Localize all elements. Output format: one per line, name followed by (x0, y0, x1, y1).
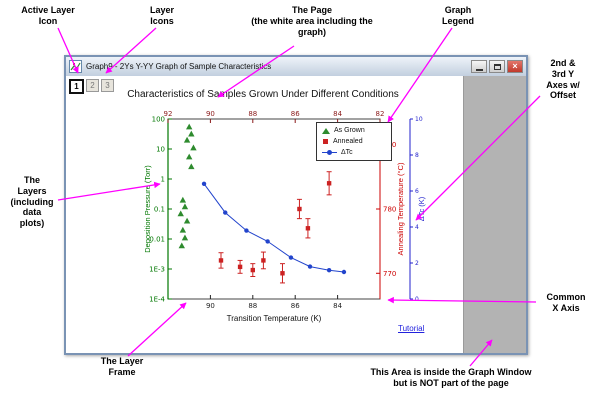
svg-text:1: 1 (161, 176, 165, 184)
second-right-y-axis-title: ΔTc (K) (417, 196, 426, 222)
layer-icons: 1 2 3 (69, 79, 114, 94)
square-marker-icon (323, 139, 328, 144)
minimize-button[interactable] (471, 60, 487, 73)
svg-text:88: 88 (248, 110, 257, 118)
annotation-active-layer-icon: Active Layer Icon (21, 5, 75, 26)
svg-text:2: 2 (415, 260, 419, 267)
svg-text:780: 780 (383, 206, 396, 214)
svg-text:90: 90 (206, 302, 215, 310)
legend-entry: ΔTc (322, 149, 386, 156)
legend-entry: Annealed (322, 138, 386, 145)
window-title: Graph9 - 2Ys Y-YY Graph of Sample Charac… (86, 62, 272, 71)
graph-page-title: Characteristics of Samples Grown Under D… (127, 89, 399, 100)
annotation-the-page: The Page (the white area including the g… (251, 5, 373, 37)
svg-text:10: 10 (415, 116, 423, 123)
annotation-layer-frame: The Layer Frame (100, 356, 144, 377)
maximize-icon (493, 63, 501, 70)
annotation-layer-icons: Layer Icons (149, 5, 175, 26)
left-y-axis-title: Deposition Pressure (Torr) (143, 165, 152, 253)
svg-text:82: 82 (376, 110, 385, 118)
svg-text:1E-3: 1E-3 (149, 266, 165, 274)
annotation-the-layers: The Layers (including data plots) (10, 175, 54, 229)
svg-text:86: 86 (291, 302, 300, 310)
maximize-button[interactable] (489, 60, 505, 73)
close-button[interactable]: × (507, 60, 523, 73)
right-y-axis-title: Annealing Temperature (°C) (396, 162, 405, 256)
legend-label: ΔTc (341, 149, 353, 156)
line-dot-marker-icon (322, 149, 337, 156)
layer-icon-2[interactable]: 2 (86, 79, 99, 92)
svg-text:90: 90 (206, 110, 215, 118)
svg-text:0.01: 0.01 (149, 236, 165, 244)
layer-icon-1[interactable]: 1 (69, 79, 84, 94)
svg-text:0: 0 (415, 296, 419, 303)
svg-text:10: 10 (156, 146, 165, 154)
legend-entry: As Grown (322, 127, 386, 134)
minimize-icon (475, 68, 483, 71)
window-controls: × (471, 60, 523, 73)
svg-text:100: 100 (152, 116, 165, 124)
svg-text:0.1: 0.1 (154, 206, 165, 214)
svg-text:8: 8 (415, 152, 419, 159)
annotation-common-x-axis: Common X Axis (546, 292, 586, 313)
svg-text:4: 4 (415, 224, 419, 231)
legend-label: As Grown (334, 127, 365, 134)
svg-text:84: 84 (333, 110, 342, 118)
graph-window: Graph9 - 2Ys Y-YY Graph of Sample Charac… (64, 55, 528, 355)
graph-window-content: 1 2 3 Characteristics of Samples Grown U… (66, 76, 526, 353)
annotation-outside-page-note: This Area is inside the Graph Window but… (370, 367, 532, 388)
svg-text:84: 84 (333, 302, 342, 310)
annotation-graph-legend: Graph Legend (441, 5, 474, 26)
svg-text:92: 92 (164, 110, 173, 118)
graph-window-icon (69, 60, 82, 73)
layer-icon-3[interactable]: 3 (101, 79, 114, 92)
svg-text:86: 86 (291, 110, 300, 118)
annotation-y-axes-offset: 2nd & 3rd Y Axes w/ Offset (546, 58, 580, 101)
title-bar[interactable]: Graph9 - 2Ys Y-YY Graph of Sample Charac… (66, 57, 526, 77)
svg-text:770: 770 (383, 270, 396, 278)
svg-text:88: 88 (248, 302, 257, 310)
legend-label: Annealed (333, 138, 363, 145)
tutorial-link[interactable]: Tutorial (398, 324, 425, 333)
triangle-marker-icon (322, 127, 330, 134)
graph-legend[interactable]: As Grown Annealed ΔTc (316, 122, 392, 161)
svg-text:1E-4: 1E-4 (149, 296, 165, 304)
x-axis-title: Transition Temperature (K) (226, 314, 322, 323)
